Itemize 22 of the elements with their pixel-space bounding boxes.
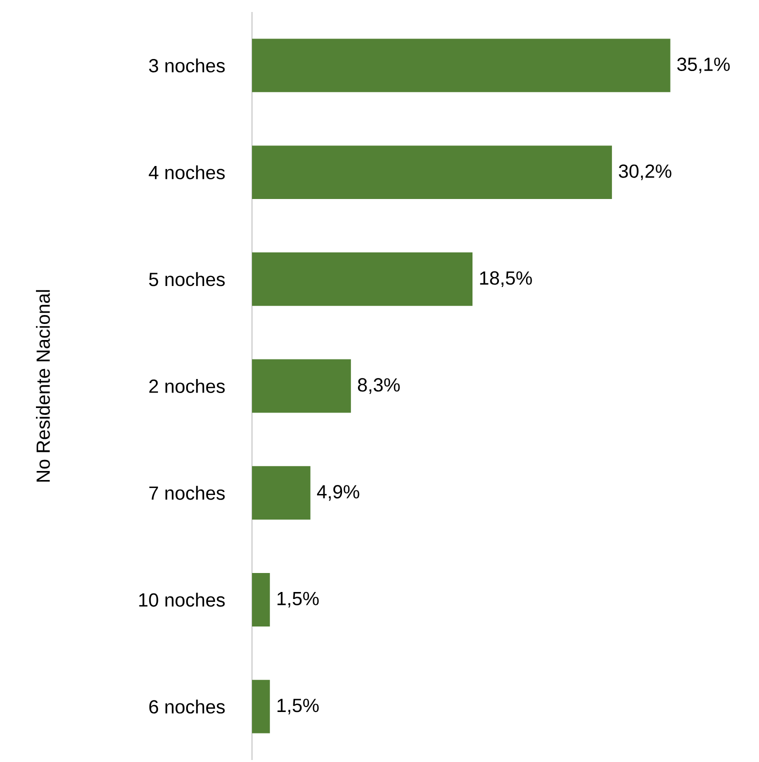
- data-label: 35,1%: [677, 58, 730, 74]
- bar: [252, 466, 310, 520]
- y-tick-label: 5 noches: [149, 272, 225, 286]
- y-tick-label: 3 noches: [149, 58, 225, 72]
- bar: [252, 38, 670, 92]
- data-label: 4,9%: [317, 485, 360, 501]
- data-label: 18,5%: [480, 271, 532, 288]
- y-axis-title: No Residente Nacional: [36, 290, 50, 482]
- bar: [252, 359, 351, 413]
- y-tick-label: 10 noches: [139, 592, 225, 607]
- y-tick-label: 7 noches: [149, 486, 225, 500]
- data-label: 30,2%: [618, 164, 672, 180]
- y-tick-label: 4 noches: [148, 165, 225, 180]
- data-label: 1,5%: [278, 698, 319, 714]
- y-tick-label: 6 noches: [149, 700, 225, 714]
- bar: [252, 680, 270, 734]
- bar: [252, 252, 472, 306]
- data-label: 1,5%: [278, 592, 319, 608]
- y-tick-label: 2 noches: [149, 379, 225, 393]
- data-label: 8,3%: [358, 378, 400, 394]
- bar: [252, 573, 270, 626]
- bar: [252, 146, 612, 200]
